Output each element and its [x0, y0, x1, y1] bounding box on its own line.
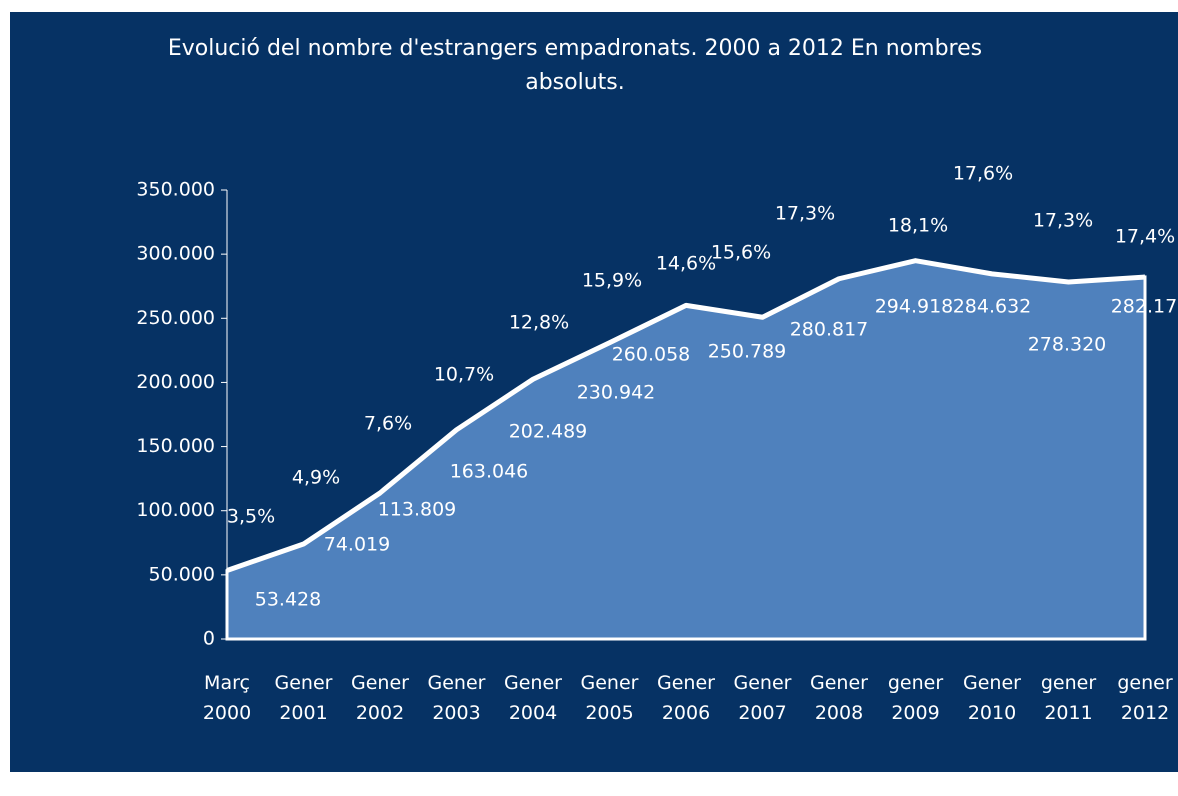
value-label: 284.632	[953, 296, 1032, 318]
x-tick-label: gener 2011	[1040, 672, 1097, 724]
value-label: 294.918	[875, 296, 954, 318]
value-label: 282.178	[1111, 296, 1178, 318]
x-tick-label: Gener 2006	[657, 672, 715, 724]
share-label: 14,6%	[656, 253, 716, 275]
share-label: 3,5%	[227, 506, 275, 528]
x-tick-label: Gener 2004	[504, 672, 562, 724]
y-tick-label: 250.000	[136, 307, 215, 329]
value-label: 113.809	[378, 499, 457, 521]
y-tick-label: 100.000	[136, 499, 215, 521]
share-label: 15,6%	[711, 242, 771, 264]
value-label: 163.046	[450, 461, 529, 483]
value-label: 250.789	[708, 341, 787, 363]
share-label: 17,3%	[775, 203, 835, 225]
x-tick-label: gener 2009	[887, 672, 944, 724]
value-label: 280.817	[790, 319, 869, 341]
value-label: 202.489	[509, 421, 588, 443]
x-tick-label: Gener 2005	[580, 672, 639, 724]
share-label: 4,9%	[292, 467, 340, 489]
value-label: 278.320	[1028, 334, 1107, 356]
x-tick-label: Març 2000	[202, 672, 252, 724]
y-tick-label: 150.000	[136, 435, 215, 457]
x-tick-label: Gener 2002	[351, 672, 409, 724]
share-label: 17,6%	[953, 163, 1013, 185]
x-tick-label: Gener 2008	[810, 672, 868, 724]
value-label: 260.058	[612, 344, 691, 366]
share-label: 15,9%	[582, 270, 642, 292]
share-label: 18,1%	[888, 215, 948, 237]
value-label: 53.428	[255, 589, 321, 611]
x-tick-label: Gener 2007	[733, 672, 792, 724]
value-label: 230.942	[577, 382, 656, 404]
share-label: 17,4%	[1115, 226, 1175, 248]
share-label: 10,7%	[434, 364, 494, 386]
x-tick-label: Gener 2010	[963, 672, 1021, 724]
share-label: 7,6%	[364, 413, 412, 435]
x-tick-label: Gener 2001	[274, 672, 333, 724]
share-label: 12,8%	[509, 312, 569, 334]
share-label: 17,3%	[1033, 210, 1093, 232]
y-tick-label: 350.000	[136, 179, 215, 201]
x-tick-label: Gener 2003	[427, 672, 486, 724]
y-tick-label: 200.000	[136, 371, 215, 393]
value-label: 74.019	[324, 534, 390, 556]
line	[226, 258, 1146, 573]
y-tick-label: 0	[203, 628, 215, 650]
x-tick-label: gener 2012	[1117, 672, 1173, 724]
y-tick-label: 50.000	[149, 563, 215, 585]
y-tick-label: 300.000	[136, 243, 215, 265]
chart-title: Evolució del nombre d'estrangers empadro…	[167, 36, 983, 95]
